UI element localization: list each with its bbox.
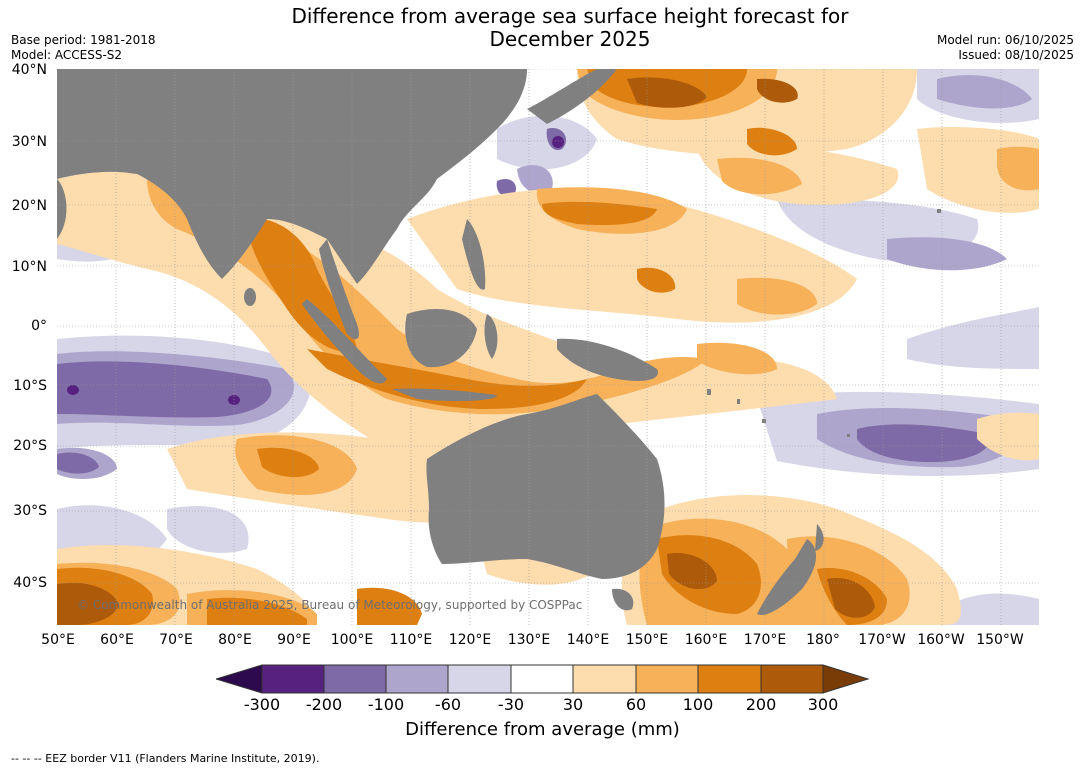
lon-label-110e: 110°E [389,632,433,648]
colorbar-swatch-4 [447,664,512,694]
colorbar-swatch-8 [697,664,762,694]
colorbar-swatch-2 [323,664,387,694]
land [57,69,941,615]
lat-label-0: 0° [31,318,47,334]
lat-label-10n: 10°N [11,259,47,275]
colorbar [216,664,870,694]
lon-label-180: 180° [806,632,840,648]
colorbar-swatch-6 [572,664,637,694]
colorbar-tick-m100: -100 [367,695,405,714]
lat-label-30s: 30°S [13,503,47,519]
meta-right: Model run: 06/10/2025 Issued: 08/10/2025 [937,33,1074,63]
lon-label-120e: 120°E [448,632,492,648]
lon-label-90e: 90°E [277,632,311,648]
colorbar-low-extend [216,664,263,694]
colorbar-tick-60: 60 [625,695,647,714]
lon-label-100e: 100°E [330,632,374,648]
base-period: Base period: 1981-2018 [11,33,156,47]
lon-label-150w: 150°W [976,632,1024,648]
colorbar-tick-m60: -60 [434,695,462,714]
lon-label-70e: 70°E [159,632,193,648]
lat-label-20s: 20°S [13,438,47,454]
model-run: Model run: 06/10/2025 [936,33,1074,47]
positive-anomaly-very-strong [57,77,875,625]
lon-label-150e: 150°E [625,632,669,648]
lon-label-130e: 130°E [507,632,551,648]
colorbar-tick-m300: -300 [243,695,281,714]
lon-label-160e: 160°E [684,632,728,648]
colorbar-tick-300: 300 [807,695,839,714]
lon-label-50e: 50°E [41,632,75,648]
colorbar-swatch-1 [261,664,325,694]
lat-label-30n: 30°N [11,134,47,150]
lon-label-160w: 160°W [917,632,965,648]
colorbar-swatch-7 [635,664,699,694]
colorbar-tick-30: 30 [562,695,584,714]
meta-left: Base period: 1981-2018 Model: ACCESS-S2 [11,33,156,63]
lat-label-40n: 40°N [11,62,47,78]
sea-surface-height-map[interactable]: © Commonwealth of Australia 2025, Bureau… [57,69,1039,625]
colorbar-label: Difference from average (mm) [405,719,680,740]
lon-label-170w: 170°W [858,632,906,648]
colorbar-swatch-3 [385,664,449,694]
lat-label-10s: 10°S [13,378,47,394]
issued-date: Issued: 08/10/2025 [958,48,1074,62]
model-name: Model: ACCESS-S2 [11,48,123,62]
colorbar-swatch-5 [510,664,574,694]
lat-label-40s: 40°S [13,575,47,591]
colorbar-tick-100: 100 [682,695,714,714]
colorbar-tick-m200: -200 [305,695,343,714]
title-line-2: December 2025 [489,27,651,51]
lat-label-20n: 20°N [11,198,47,214]
eez-footnote: -- -- -- EEZ border V11 (Flanders Marine… [11,752,320,765]
colorbar-high-extend [822,664,870,694]
colorbar-tick-m30: -30 [497,695,525,714]
lon-label-60e: 60°E [100,632,134,648]
colorbar-swatch-9 [760,664,824,694]
lon-label-80e: 80°E [218,632,252,648]
lon-label-170e: 170°E [743,632,787,648]
colorbar-tick-200: 200 [745,695,777,714]
copyright-notice: © Commonwealth of Australia 2025, Bureau… [77,598,582,612]
title-line-1: Difference from average sea surface heig… [291,4,849,28]
map-title: Difference from average sea surface heig… [180,5,960,51]
lon-label-140e: 140°E [566,632,610,648]
positive-anomaly-strong [57,69,887,625]
